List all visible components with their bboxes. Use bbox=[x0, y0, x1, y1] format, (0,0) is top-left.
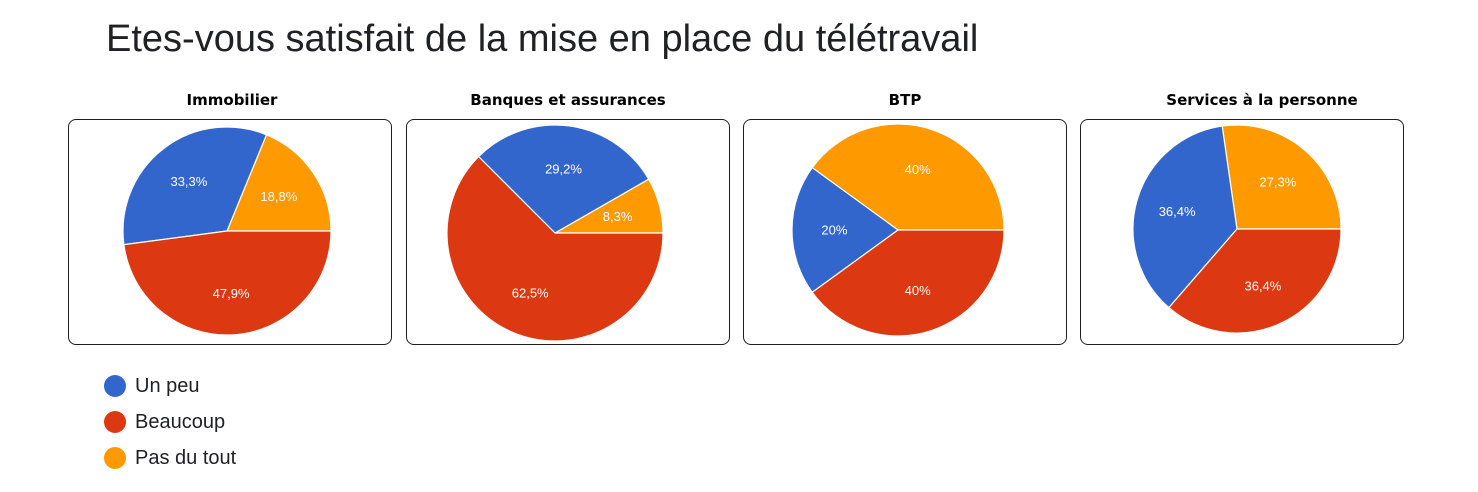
chart-title-btp: BTP bbox=[888, 91, 922, 109]
pie-slice-pas-du-tout bbox=[226, 134, 332, 232]
pie-slice-beaucoup bbox=[446, 155, 664, 342]
legend-label-un-peu: Un peu bbox=[135, 374, 200, 397]
pie-slice-un-peu bbox=[477, 124, 650, 234]
chart-title-immobilier: Immobilier bbox=[186, 91, 278, 109]
chart-panel-btp: 40% 20% 40% bbox=[743, 119, 1067, 345]
pie-slice-un-peu bbox=[1132, 125, 1238, 309]
pie-label-un-peu: 20% bbox=[821, 223, 847, 238]
pie-label-beaucoup: 36,4% bbox=[1244, 278, 1281, 293]
chart-panel-immobilier: 18,8% 33,3% 47,9% bbox=[68, 119, 392, 345]
pie-chart-btp: 40% 20% 40% bbox=[791, 123, 1005, 337]
chart-title-services: Services à la personne bbox=[1166, 91, 1358, 109]
legend-item-un-peu: Un peu bbox=[104, 368, 236, 404]
pie-label-pas-du-tout: 27,3% bbox=[1259, 174, 1296, 189]
legend-item-beaucoup: Beaucoup bbox=[104, 404, 236, 440]
pie-chart-banques: 8,3% 29,2% 62,5% bbox=[446, 124, 664, 342]
pie-label-beaucoup: 47,9% bbox=[213, 286, 250, 301]
pie-slice-un-peu bbox=[791, 166, 900, 294]
legend-swatch-beaucoup bbox=[104, 411, 126, 433]
pie-label-pas-du-tout: 8,3% bbox=[603, 209, 633, 224]
legend-swatch-pas-du-tout bbox=[104, 447, 126, 469]
pie-chart-services: 27,3% 36,4% 36,4% bbox=[1132, 124, 1342, 334]
chart-panel-services: 27,3% 36,4% 36,4% bbox=[1080, 119, 1404, 345]
pie-label-beaucoup: 62,5% bbox=[512, 285, 549, 300]
page-title: Etes-vous satisfait de la mise en place … bbox=[106, 18, 979, 60]
pie-label-un-peu: 33,3% bbox=[170, 174, 207, 189]
chart-panel-banques: 8,3% 29,2% 62,5% bbox=[406, 119, 730, 345]
legend-label-pas-du-tout: Pas du tout bbox=[135, 446, 237, 469]
pie-slice-beaucoup bbox=[1168, 228, 1342, 334]
pie-slice-pas-du-tout bbox=[1221, 124, 1342, 230]
pie-label-pas-du-tout: 18,8% bbox=[260, 189, 297, 204]
pie-label-un-peu: 29,2% bbox=[545, 161, 582, 176]
legend-label-beaucoup: Beaucoup bbox=[135, 410, 226, 433]
pie-slice-pas-du-tout bbox=[811, 123, 1005, 231]
chart-title-banques: Banques et assurances bbox=[470, 91, 666, 109]
pie-label-beaucoup: 40% bbox=[905, 283, 931, 298]
pie-slice-un-peu bbox=[122, 126, 268, 246]
pie-label-pas-du-tout: 40% bbox=[905, 162, 931, 177]
legend: Un peu Beaucoup Pas du tout bbox=[104, 368, 236, 476]
legend-swatch-un-peu bbox=[104, 375, 126, 397]
pie-label-un-peu: 36,4% bbox=[1159, 204, 1196, 219]
legend-item-pas-du-tout: Pas du tout bbox=[104, 440, 236, 476]
pie-slice-beaucoup bbox=[123, 230, 332, 336]
pie-chart-immobilier: 18,8% 33,3% 47,9% bbox=[122, 126, 332, 336]
pie-slice-beaucoup bbox=[811, 229, 1005, 337]
